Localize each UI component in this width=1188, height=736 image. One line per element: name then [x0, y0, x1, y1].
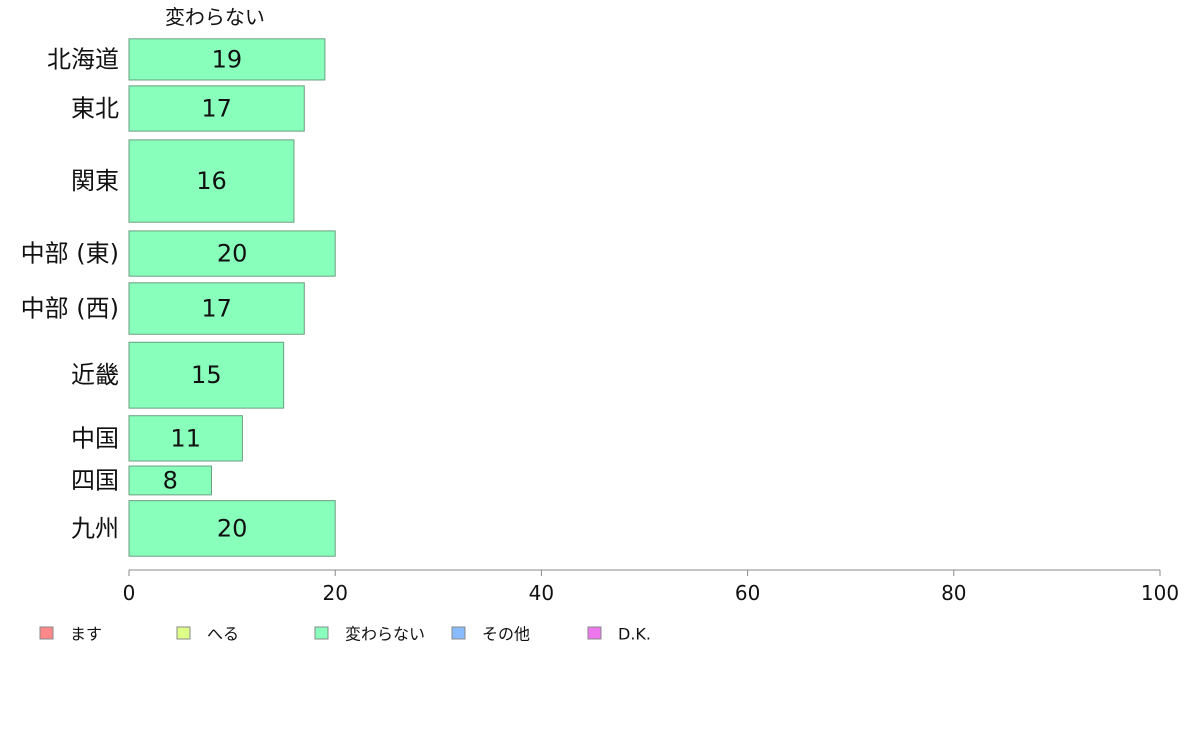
legend-swatch	[314, 626, 329, 640]
x-tick-label: 40	[529, 581, 554, 605]
category-label: 東北	[71, 95, 119, 123]
legend-swatch	[176, 626, 191, 640]
category-label: 近畿	[71, 361, 119, 389]
bar	[128, 38, 326, 81]
legend: ます へる 変わらない その他 D.K.	[39, 625, 651, 644]
x-tick-label: 0	[123, 581, 136, 605]
x-tick-label: 80	[941, 581, 966, 605]
legend-swatch	[39, 626, 54, 640]
category-label: 北海道	[47, 45, 119, 73]
data-label: 20	[217, 514, 248, 542]
category-label: 四国	[71, 466, 119, 494]
x-tick-label: 60	[735, 581, 760, 605]
x-tick-label: 20	[322, 581, 347, 605]
legend-label: その他	[482, 625, 530, 644]
bar	[128, 85, 305, 132]
data-label: 17	[201, 95, 232, 123]
bars-group: 19 17 16 20 17 15 11 8 20	[128, 38, 336, 557]
data-label: 20	[217, 240, 248, 268]
x-tick-label: 100	[1141, 581, 1179, 605]
series-header-label: 変わらない	[165, 5, 265, 29]
legend-label: 変わらない	[345, 625, 425, 644]
bar	[128, 465, 212, 496]
bar	[128, 139, 295, 223]
legend-label: D.K.	[618, 625, 651, 644]
bar	[128, 341, 285, 409]
bar	[128, 415, 243, 462]
category-label: 中部 (東)	[21, 240, 119, 268]
legend-swatch	[451, 626, 466, 640]
data-label: 8	[163, 466, 178, 494]
data-label: 17	[201, 295, 232, 323]
data-label: 19	[212, 45, 243, 73]
data-label: 15	[191, 361, 222, 389]
category-label: 中国	[71, 424, 119, 452]
legend-swatch	[587, 626, 602, 640]
bar	[128, 282, 305, 335]
bar	[128, 500, 336, 557]
category-label: 九州	[71, 514, 119, 542]
category-label: 関東	[71, 167, 119, 195]
bar	[128, 230, 336, 277]
data-label: 16	[196, 167, 227, 195]
legend-label: へる	[207, 625, 239, 644]
data-label: 11	[170, 424, 201, 452]
category-label: 中部 (西)	[21, 295, 119, 323]
x-axis: 0 20 40 60 80 100	[123, 569, 1179, 605]
legend-label: ます	[70, 625, 102, 644]
